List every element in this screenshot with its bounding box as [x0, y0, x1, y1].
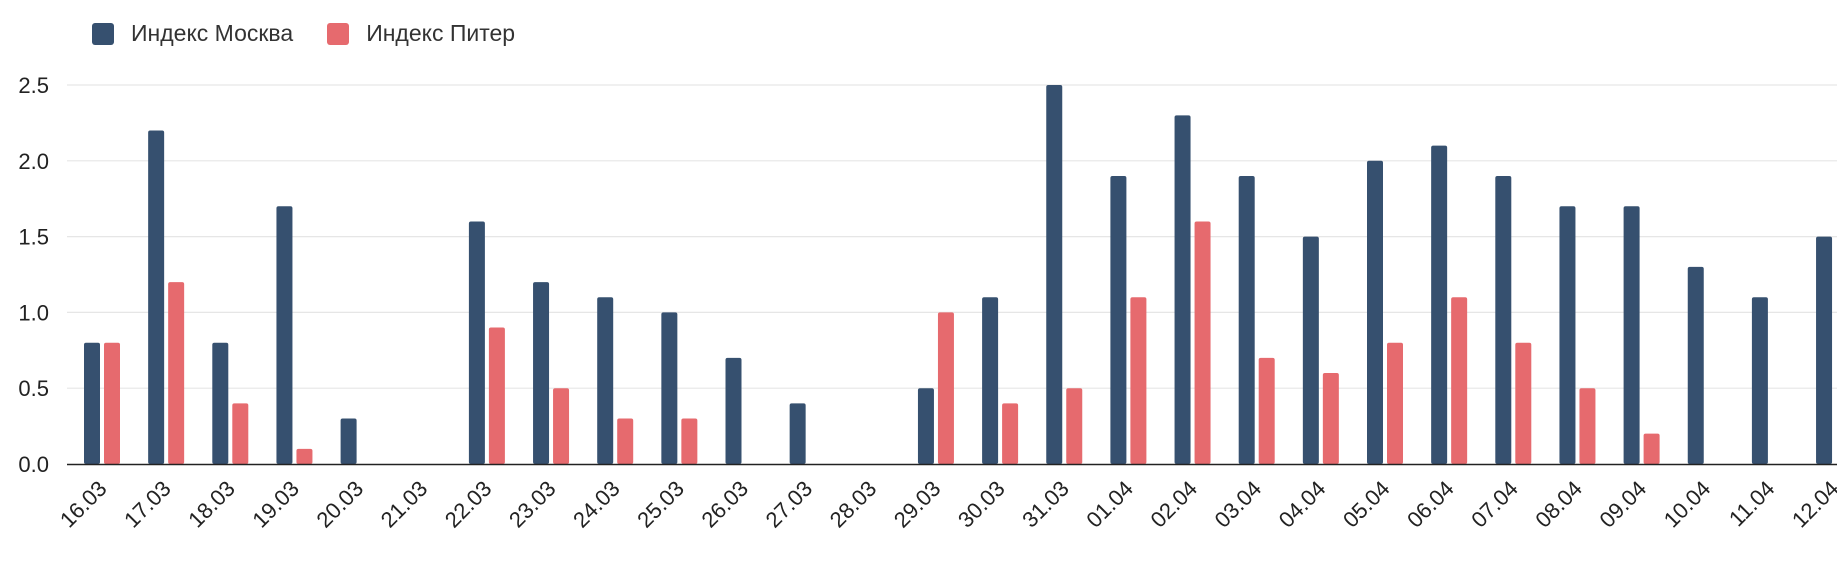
x-tick-label: 08.04: [1530, 476, 1587, 533]
bar-moscow: [1687, 266, 1704, 464]
x-tick-label: 05.04: [1338, 476, 1395, 533]
x-tick-label: 21.03: [376, 476, 433, 533]
bar-piter: [1451, 297, 1468, 464]
bar-piter: [1002, 403, 1019, 464]
bar-moscow: [661, 312, 678, 464]
bar-piter: [1194, 221, 1211, 464]
x-tick-label: 01.04: [1081, 476, 1138, 533]
bar-piter: [1515, 342, 1532, 464]
x-tick-label: 26.03: [696, 476, 753, 533]
bar-moscow: [533, 282, 550, 464]
bar-moscow: [1238, 175, 1255, 464]
x-tick-label: 12.04: [1787, 476, 1837, 533]
bar-moscow: [725, 357, 742, 464]
x-tick-label: 28.03: [825, 476, 882, 533]
x-tick-label: 25.03: [632, 476, 689, 533]
x-tick-label: 06.04: [1402, 476, 1459, 533]
bar-piter: [232, 403, 249, 464]
bar-piter: [681, 418, 698, 464]
bar-piter: [617, 418, 634, 464]
bar-moscow: [1559, 206, 1576, 464]
x-tick-label: 02.04: [1145, 476, 1202, 533]
bar-moscow: [1110, 175, 1127, 464]
x-tick-label: 19.03: [247, 476, 304, 533]
x-tick-label: 23.03: [504, 476, 561, 533]
legend-item-moscow[interactable]: Индекс Москва: [92, 20, 293, 47]
bar-moscow: [1046, 85, 1063, 464]
x-tick-label: 09.04: [1595, 476, 1652, 533]
x-tick-label: 18.03: [183, 476, 240, 533]
x-tick-label: 07.04: [1466, 476, 1523, 533]
chart-legend: Индекс Москва Индекс Питер: [92, 20, 549, 47]
x-tick-label: 11.04: [1724, 476, 1779, 531]
x-tick-label: 20.03: [312, 476, 369, 533]
bar-moscow: [1623, 206, 1640, 464]
bar-piter: [1258, 357, 1275, 464]
bar-moscow: [84, 342, 100, 464]
bar-piter: [1322, 373, 1339, 464]
bar-moscow: [276, 206, 293, 464]
bar-moscow: [917, 388, 934, 464]
bar-moscow: [1302, 236, 1319, 464]
bar-moscow: [148, 130, 165, 465]
bar-moscow: [1495, 175, 1512, 464]
legend-label-piter: Индекс Питер: [366, 20, 516, 46]
bar-piter: [1387, 342, 1403, 464]
bar-moscow: [340, 418, 357, 464]
y-tick-label: 1.0: [18, 300, 49, 325]
bar-moscow: [789, 403, 806, 464]
bar-moscow: [1431, 145, 1448, 464]
y-tick-label: 0.5: [18, 376, 49, 401]
bar-piter: [104, 342, 120, 464]
bar-piter: [1579, 388, 1596, 464]
bar-piter: [488, 327, 505, 464]
bar-piter: [1130, 297, 1147, 464]
legend-item-piter[interactable]: Индекс Питер: [327, 20, 515, 47]
x-tick-label: 22.03: [440, 476, 497, 533]
x-tick-label: 04.04: [1274, 476, 1331, 533]
bar-piter: [296, 448, 313, 464]
x-tick-label: 10.04: [1659, 476, 1716, 533]
bar-moscow: [1751, 297, 1768, 464]
x-tick-label: 24.03: [568, 476, 625, 533]
legend-swatch-moscow: [92, 22, 114, 45]
bar-moscow: [212, 342, 229, 464]
y-tick-label: 2.0: [18, 149, 49, 174]
x-tick-label: 31.03: [1017, 476, 1074, 533]
y-tick-label: 2.5: [18, 73, 49, 98]
y-tick-label: 0.0: [18, 452, 49, 477]
bar-piter: [1643, 433, 1660, 464]
x-tick-label: 27.03: [761, 476, 818, 533]
x-tick-label: 03.04: [1210, 476, 1267, 533]
bar-moscow: [982, 297, 999, 464]
bar-moscow: [468, 221, 485, 464]
bar-piter: [1066, 388, 1083, 464]
x-tick-label: 29.03: [889, 476, 946, 533]
bar-moscow: [1174, 115, 1191, 464]
x-tick-label: 17.03: [119, 476, 176, 533]
bar-moscow: [597, 297, 614, 464]
bar-piter: [168, 282, 185, 464]
bar-piter: [937, 312, 954, 464]
x-tick-label: 30.03: [953, 476, 1010, 533]
bar-moscow: [1367, 160, 1383, 465]
bar-moscow: [1816, 236, 1833, 464]
bar-piter: [553, 388, 570, 464]
legend-label-moscow: Индекс Москва: [131, 20, 294, 46]
legend-swatch-piter: [327, 22, 350, 45]
y-tick-label: 1.5: [18, 225, 49, 250]
x-tick-label: 16.03: [55, 476, 112, 533]
